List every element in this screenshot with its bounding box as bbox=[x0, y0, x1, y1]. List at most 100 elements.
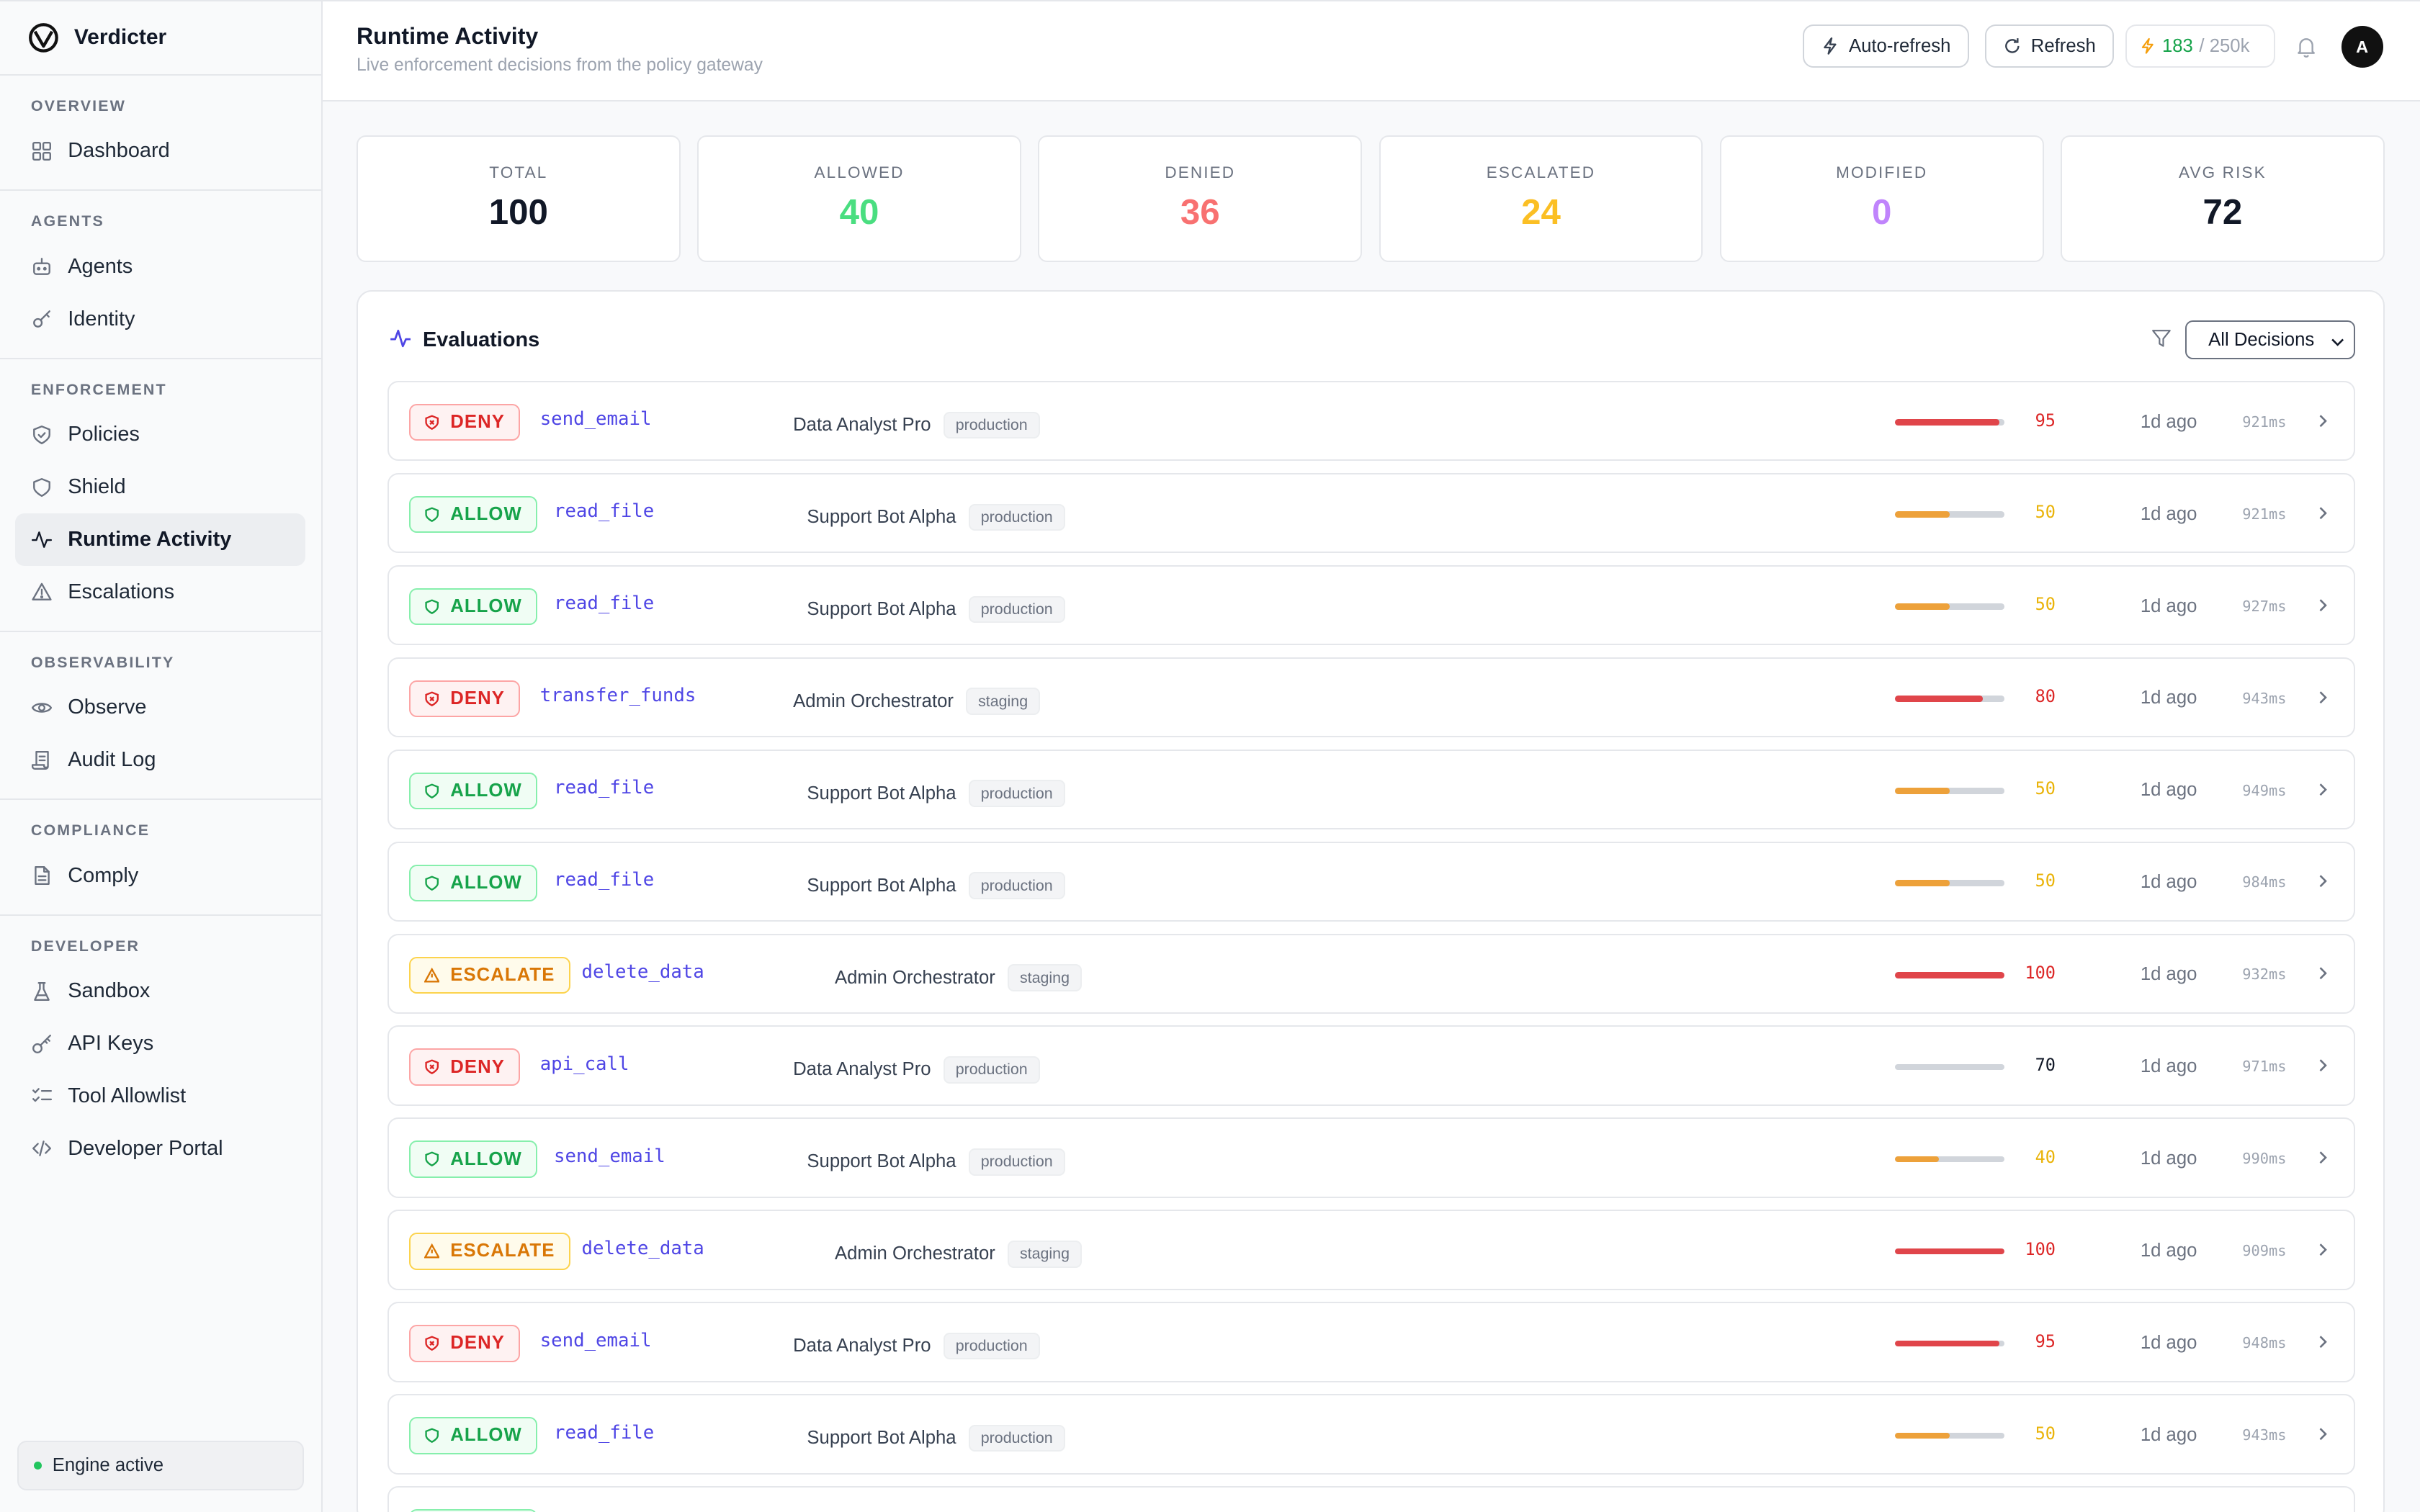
nav-section-title: OVERVIEW bbox=[30, 96, 126, 114]
stat-label: DENIED bbox=[1165, 163, 1236, 181]
scroll-icon bbox=[31, 750, 49, 770]
table-row[interactable]: ALLOW send_email Support Bot Alpha producti… bbox=[387, 1117, 2355, 1198]
agent-name: Admin Orchestrator bbox=[834, 967, 995, 988]
sidebar-item-audit-log[interactable]: Audit Log bbox=[15, 734, 305, 786]
chevron-right-icon[interactable] bbox=[2315, 1150, 2330, 1165]
sidebar-item-comply[interactable]: Comply bbox=[15, 850, 305, 902]
chevron-right-icon[interactable] bbox=[2315, 1242, 2330, 1257]
chevron-right-icon[interactable] bbox=[2315, 598, 2330, 613]
sidebar-item-api-keys[interactable]: API Keys bbox=[15, 1017, 305, 1070]
risk-score: 50 bbox=[2035, 594, 2056, 615]
chevron-right-icon[interactable] bbox=[2315, 690, 2330, 705]
stat-value: 24 bbox=[1521, 192, 1561, 232]
table-row[interactable]: ALLOW read_file Support Bot Alpha productio… bbox=[387, 749, 2355, 830]
decision-filter-select[interactable]: All Decisions bbox=[2185, 320, 2355, 359]
key-round-icon bbox=[32, 1034, 51, 1053]
activity-icon bbox=[390, 329, 411, 348]
sidebar-item-label: Escalations bbox=[68, 580, 175, 603]
chevron-right-icon[interactable] bbox=[2315, 782, 2330, 797]
table-row[interactable]: ESCALATE delete_data Admin Orchestrator sta… bbox=[387, 933, 2355, 1014]
sidebar-item-developer-portal[interactable]: Developer Portal bbox=[15, 1122, 305, 1175]
decision-badge: ALLOW bbox=[408, 588, 538, 626]
sidebar-item-shield[interactable]: Shield bbox=[15, 461, 305, 513]
sidebar-item-dashboard[interactable]: Dashboard bbox=[15, 125, 305, 177]
table-row[interactable]: ALLOW read_file Support Bot Alpha productio… bbox=[387, 1394, 2355, 1475]
sidebar-item-label: Developer Portal bbox=[68, 1136, 223, 1160]
sidebar-item-policies[interactable]: Policies bbox=[15, 408, 305, 461]
refresh-button[interactable]: Refresh bbox=[1984, 24, 2115, 68]
decision-badge: ESCALATE bbox=[408, 1233, 570, 1270]
stat-value: 40 bbox=[839, 192, 879, 232]
sidebar-item-label: Tool Allowlist bbox=[68, 1084, 187, 1107]
sidebar-item-escalations[interactable]: Escalations bbox=[15, 566, 305, 618]
risk-bar bbox=[1895, 1248, 2005, 1255]
risk-bar-fill bbox=[1895, 788, 1950, 794]
sidebar-item-label: Runtime Activity bbox=[68, 527, 232, 551]
avatar[interactable]: A bbox=[2341, 26, 2383, 68]
relative-time: 1d ago bbox=[2140, 411, 2197, 432]
shield-icon bbox=[425, 1151, 439, 1167]
nav-section-title: ENFORCEMENT bbox=[30, 380, 167, 398]
table-row[interactable]: ALLOW read_file Support Bot Alpha productio… bbox=[387, 564, 2355, 646]
sidebar-item-tool-allowlist[interactable]: Tool Allowlist bbox=[15, 1070, 305, 1122]
code-icon bbox=[32, 1140, 51, 1157]
risk-score: 100 bbox=[2025, 963, 2056, 984]
risk-bar-fill bbox=[1895, 1248, 2005, 1255]
environment-tag: production bbox=[968, 1148, 1065, 1176]
usage-meter[interactable]: 183 / 250k bbox=[2125, 24, 2275, 68]
tool-name: delete_data bbox=[581, 1237, 704, 1259]
risk-score: 95 bbox=[2035, 410, 2056, 431]
auto-refresh-button[interactable]: Auto-refresh bbox=[1802, 24, 1969, 68]
chevron-right-icon[interactable] bbox=[2315, 413, 2330, 428]
sidebar-item-agents[interactable]: Agents bbox=[15, 240, 305, 293]
chevron-right-icon[interactable] bbox=[2315, 1058, 2330, 1073]
decision-badge: ALLOW bbox=[408, 772, 538, 810]
engine-status: Engine active bbox=[17, 1441, 305, 1490]
shield-icon bbox=[32, 477, 50, 497]
sidebar-item-observe[interactable]: Observe bbox=[15, 681, 305, 734]
shield-icon bbox=[425, 783, 439, 798]
shield-check-icon bbox=[32, 425, 50, 444]
shield-icon bbox=[425, 599, 439, 614]
table-row[interactable]: ALLOW bbox=[387, 1486, 2355, 1512]
nav-section-title: DEVELOPER bbox=[30, 937, 140, 955]
chevron-right-icon[interactable] bbox=[2315, 1334, 2330, 1349]
risk-bar-fill bbox=[1895, 696, 1983, 702]
chevron-right-icon[interactable] bbox=[2315, 873, 2330, 888]
tool-name: delete_data bbox=[581, 960, 704, 983]
table-row[interactable]: DENY send_email Data Analyst Pro production… bbox=[387, 1302, 2355, 1382]
decision-badge: ALLOW bbox=[408, 1417, 538, 1454]
evaluations-title: Evaluations bbox=[422, 328, 540, 352]
sidebar-item-identity[interactable]: Identity bbox=[15, 293, 305, 346]
environment-tag: production bbox=[943, 411, 1040, 439]
risk-bar bbox=[1895, 1432, 2005, 1439]
agent-cell: Support Bot Alpha production bbox=[807, 503, 1065, 531]
agent-cell: Admin Orchestrator staging bbox=[793, 688, 1041, 716]
brand[interactable]: Verdicter bbox=[0, 1, 321, 76]
table-row[interactable]: ALLOW read_file Support Bot Alpha productio… bbox=[387, 472, 2355, 554]
relative-time: 1d ago bbox=[2140, 1332, 2197, 1353]
table-row[interactable]: ALLOW read_file Support Bot Alpha productio… bbox=[387, 841, 2355, 922]
environment-tag: production bbox=[943, 1056, 1040, 1084]
table-row[interactable]: DENY transfer_funds Admin Orchestrator stag… bbox=[387, 657, 2355, 738]
stat-label: ESCALATED bbox=[1486, 163, 1596, 181]
decision-badge: ALLOW bbox=[408, 864, 538, 902]
table-row[interactable]: DENY api_call Data Analyst Pro production 70… bbox=[387, 1025, 2355, 1106]
shield-x-icon bbox=[425, 415, 439, 431]
stat-card-allowed: ALLOWED 40 bbox=[697, 135, 1021, 263]
relative-time: 1d ago bbox=[2140, 780, 2197, 801]
nav-section-enforcement: ENFORCEMENT Policies Shield Runtime Activit… bbox=[0, 359, 321, 632]
table-row[interactable]: ESCALATE delete_data Admin Orchestrator sta… bbox=[387, 1210, 2355, 1290]
risk-bar-fill bbox=[1895, 1064, 1971, 1071]
stat-card-total: TOTAL 100 bbox=[356, 135, 681, 263]
risk-bar bbox=[1895, 971, 2005, 978]
sidebar-item-runtime-activity[interactable]: Runtime Activity bbox=[15, 513, 306, 566]
sidebar-item-sandbox[interactable]: Sandbox bbox=[15, 965, 305, 1017]
alert-triangle-icon bbox=[32, 582, 52, 601]
bell-icon[interactable] bbox=[2295, 35, 2318, 58]
table-row[interactable]: DENY send_email Data Analyst Pro production… bbox=[387, 380, 2355, 462]
decision-badge: DENY bbox=[408, 680, 521, 718]
chevron-right-icon[interactable] bbox=[2315, 966, 2330, 981]
chevron-right-icon[interactable] bbox=[2315, 505, 2330, 521]
chevron-right-icon[interactable] bbox=[2315, 1426, 2330, 1441]
